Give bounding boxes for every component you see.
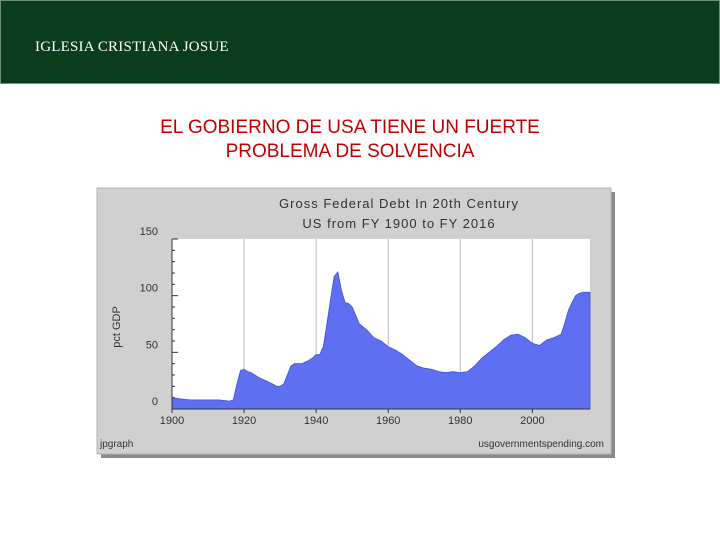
x-tick-label: 1900 [160, 415, 184, 427]
x-tick-label: 1920 [232, 415, 256, 427]
slide-title-line-2: PROBLEMA DE SOLVENCIA [225, 141, 475, 162]
header-title: IGLESIA CRISTIANA JOSUE [35, 39, 229, 55]
axis-layer: 0 50 100 150 1900 1920 1940 1960 1980 2000 [140, 226, 590, 427]
x-tick-label: 2000 [520, 415, 544, 427]
y-tick-label: 0 [152, 396, 158, 408]
slide-title-line-1: EL GOBIERNO DE USA TIENE UN FUERTE [160, 117, 540, 138]
chart-svg: 0 50 100 150 1900 1920 1940 1960 1980 2000 Gross … [96, 187, 615, 458]
x-tick-label: 1980 [448, 415, 472, 427]
debt-area [171, 270, 591, 410]
x-tick-label: 1960 [376, 415, 400, 427]
footer-left: jpgraph [99, 439, 133, 450]
slide-title: EL GOBIERNO DE USA TIENE UN FUERTE PROBL… [100, 116, 600, 164]
footer-right: usgovernmentspending.com [478, 439, 604, 450]
y-tick-label: 150 [140, 226, 158, 238]
debt-chart: 0 50 100 150 1900 1920 1940 1960 1980 2000 Gross … [96, 187, 616, 459]
x-tick-label: 1940 [304, 415, 328, 427]
y-axis-label: pct GDP [111, 306, 123, 348]
header-bar: IGLESIA CRISTIANA JOSUE [0, 0, 720, 84]
y-tick-label: 100 [140, 283, 158, 295]
chart-subtitle: US from FY 1900 to FY 2016 [302, 216, 495, 231]
y-tick-label: 50 [146, 339, 158, 351]
chart-title: Gross Federal Debt In 20th Century [279, 196, 519, 211]
